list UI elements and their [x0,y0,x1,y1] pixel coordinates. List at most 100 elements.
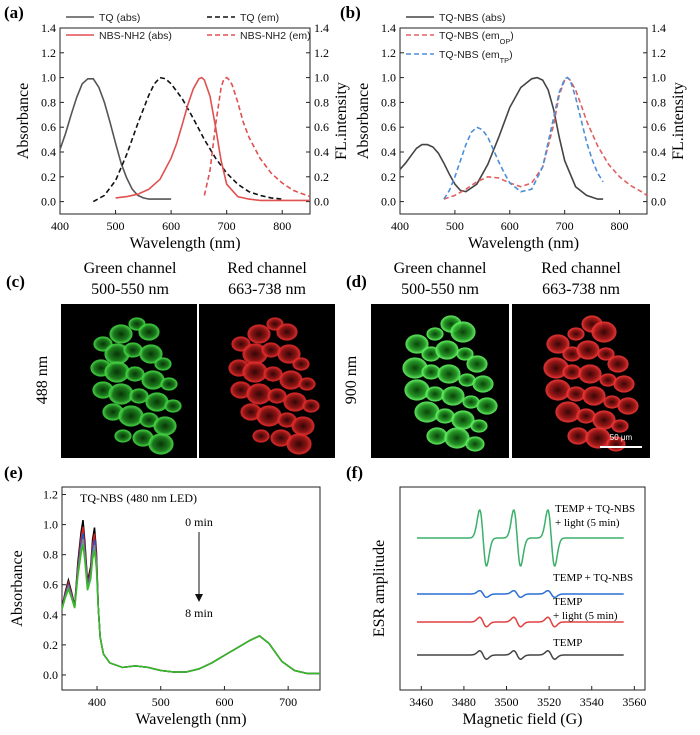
cell [277,344,301,364]
y-tick-label: 0.4 [41,145,56,159]
y-tick-label: 0.0 [41,195,56,209]
cell [576,340,600,360]
plot-frame [399,27,648,215]
x-tick-label: 3560 [622,695,646,709]
y-tick-label: 0.2 [43,638,58,652]
x-tick-label: 700 [556,219,574,233]
cell [425,386,445,402]
cell [160,377,178,391]
legend-label: TQ (abs) [99,12,140,24]
cell [582,386,606,406]
time-end-label: 8 min [185,606,213,620]
red-channel-range: 663-738 nm [228,281,306,298]
series-line [61,519,320,675]
y2-tick-label: 1.2 [314,46,329,60]
green-channel-title: Green channel [84,260,177,277]
y-axis-title: ESR amplitude [371,540,388,637]
plot-frame [61,486,321,691]
panel-d-label: (d) [346,272,367,291]
legend-label: TQ (em) [240,12,279,24]
cell [267,388,287,404]
x-tick-label: 500 [107,219,125,233]
x-tick-label: 400 [391,219,409,233]
x-tick-label: 600 [215,695,233,709]
cell [597,347,615,361]
cell [613,375,635,393]
y-tick-label: 0.4 [43,608,58,622]
x-tick-label: 3540 [580,695,604,709]
series-line [443,76,604,200]
cell [611,419,629,433]
series-line [399,76,604,200]
red-channel-range: 663-738 nm [542,281,620,298]
cell [555,401,581,423]
cell [141,370,165,390]
series-line [59,78,172,200]
series-label: TEMP + TQ-NBS [553,572,633,584]
y2-tick-label: 0.0 [651,195,666,209]
x-axis-title: Magnetic field (G) [463,711,583,728]
plot-frame [59,27,311,215]
cell [435,340,459,360]
cell [104,361,130,383]
cell [578,364,602,384]
cell [450,321,476,343]
y2-tick-label: 1.0 [314,71,329,85]
cell [129,388,149,404]
cell [145,392,169,412]
x-tick-label: 600 [501,219,519,233]
x-tick-label: 3480 [452,695,476,709]
cell [545,379,571,401]
annotation: TQ-NBS (480 nm LED) [80,491,197,505]
cell [276,323,298,341]
cell [153,416,177,436]
y-axis-title: Absorbance [15,83,32,159]
y2-tick-label: 0.6 [651,120,666,134]
cell [435,408,455,424]
series-line [61,533,320,675]
y-tick-label: 0.8 [381,95,396,109]
red-channel-title: Red channel [541,260,621,277]
cell [291,416,315,436]
cell [302,399,320,413]
cell [256,405,282,427]
cell [465,436,485,452]
panel-f: (f) 3460 3480 3500 3520 3540 3560 Magnetic fie… [346,463,646,728]
panel-c: (c) Green channel 500-550 nm Red channel… [6,260,335,458]
red-channel-title: Red channel [227,260,307,277]
cell [441,386,465,406]
y2-tick-label: 0.0 [314,195,329,209]
cell [114,429,132,443]
y2-tick-label: 0.6 [314,120,329,134]
x-tick-label: 3520 [537,695,561,709]
cell [108,383,134,405]
x-axis-title: Wavelength (nm) [468,235,579,252]
cell [476,397,498,415]
x-tick-label: 700 [279,695,297,709]
cell [246,383,272,405]
cell [585,427,611,449]
x-axis-title: Wavelength (nm) [135,711,246,728]
y-tick-label: 0.6 [41,120,56,134]
y-tick-label: 1.2 [381,46,396,60]
panel-a-label: (a) [4,3,24,22]
cell [148,433,174,455]
cell [139,344,163,364]
legend-label: NBS-NH2 (abs) [99,30,172,42]
cell [261,342,281,358]
y-axis-title: Absorbance [355,83,372,159]
cell [470,419,488,433]
y2-axis-title: FL.intensity [670,82,687,160]
y2-tick-label: 0.2 [314,170,329,184]
cell [154,357,172,371]
cell [263,366,283,382]
series-label: TEMP + TQ-NBS [555,503,635,515]
legend-label: TQ-NBS (emOP) [439,30,514,46]
cell [286,433,312,455]
x-tick-label: 3460 [409,695,433,709]
x-axis-title: Wavelength (nm) [129,235,240,252]
cell [444,427,470,449]
panel-a: (a) 400 500 600 700 800 0.0 0.0 0.2 0.2 0.4 0.4 0.6… [4,3,350,252]
y-tick-label: 0.4 [381,145,396,159]
panel-d: (d) Green channel 500-550 nm Red channel… [343,260,650,458]
